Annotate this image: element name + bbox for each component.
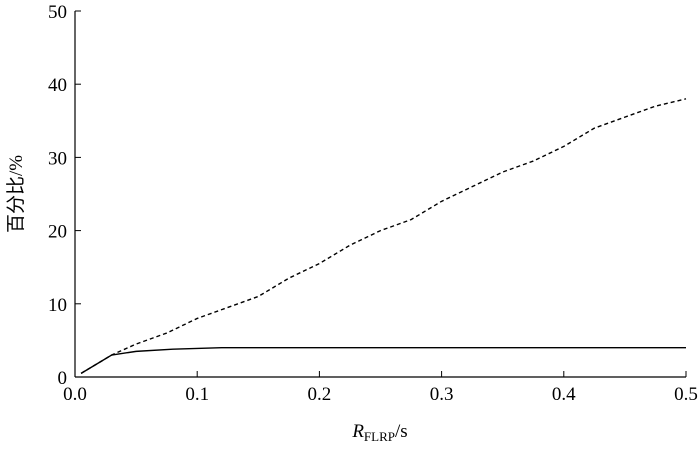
x-label-sub: FLRP: [364, 429, 395, 444]
y-tick-label: 40: [48, 75, 67, 96]
y-tick-label: 20: [48, 222, 67, 243]
series-line: [80, 98, 687, 374]
y-tick-label: 0: [58, 368, 68, 389]
x-label-main: R: [351, 421, 364, 442]
y-axis-label: 百分比/%: [5, 155, 27, 233]
y-tick-label: 10: [48, 295, 67, 316]
y-tick-label: 30: [48, 148, 67, 169]
x-tick-label: 0.0: [63, 384, 87, 405]
x-tick-label: 0.5: [674, 384, 698, 405]
x-axis-label: RFLRP/s: [351, 421, 407, 444]
x-tick-label: 0.3: [430, 384, 454, 405]
x-tick-label: 0.4: [552, 384, 576, 405]
x-label-unit: /s: [395, 421, 408, 442]
series-line: [80, 347, 686, 374]
y-tick-label: 50: [48, 2, 67, 23]
x-tick-label: 0.1: [185, 384, 209, 405]
x-tick-label: 0.2: [308, 384, 332, 405]
